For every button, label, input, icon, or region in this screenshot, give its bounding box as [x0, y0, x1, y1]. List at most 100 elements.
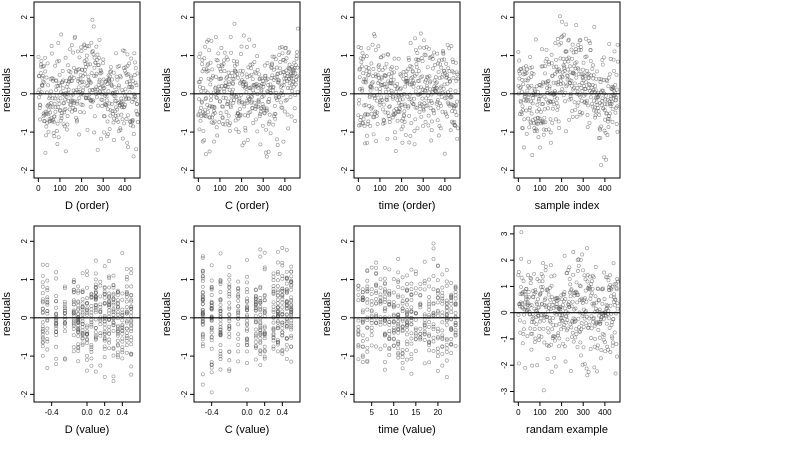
data-point	[369, 106, 374, 111]
data-point	[426, 98, 431, 103]
data-point	[423, 89, 428, 94]
data-point	[599, 348, 604, 353]
data-point	[422, 361, 427, 366]
data-point	[124, 350, 129, 355]
data-point	[40, 328, 45, 333]
data-point	[521, 327, 526, 332]
data-point	[227, 123, 232, 128]
data-point	[406, 105, 411, 110]
data-point	[69, 43, 74, 48]
data-point	[401, 69, 406, 74]
data-point	[208, 82, 213, 87]
data-point	[568, 80, 573, 85]
data-point	[390, 65, 394, 70]
data-point	[384, 61, 389, 66]
data-point	[236, 313, 241, 318]
data-point	[86, 62, 90, 67]
data-point	[253, 299, 258, 304]
data-point	[392, 112, 397, 117]
data-point	[208, 115, 213, 120]
data-point	[374, 301, 379, 306]
data-point	[71, 279, 76, 284]
data-point	[236, 304, 241, 309]
data-point	[606, 124, 611, 129]
data-point	[374, 344, 379, 349]
data-point	[449, 341, 454, 346]
data-points	[36, 17, 140, 159]
data-point	[563, 359, 568, 364]
data-point	[37, 87, 42, 92]
data-point	[115, 353, 120, 358]
data-point	[98, 310, 103, 315]
data-point	[537, 326, 542, 331]
data-point	[367, 95, 372, 100]
data-point	[129, 314, 134, 318]
data-point	[114, 74, 119, 79]
data-point	[575, 269, 580, 273]
data-point	[452, 123, 457, 127]
data-point	[80, 79, 84, 84]
data-point	[541, 81, 546, 86]
data-point	[382, 280, 387, 285]
data-point	[400, 286, 405, 291]
data-point	[521, 279, 526, 284]
data-point	[560, 318, 565, 323]
data-point	[101, 57, 106, 62]
data-point	[85, 269, 89, 274]
data-point	[36, 54, 41, 59]
data-point	[54, 333, 59, 338]
data-point	[519, 284, 523, 289]
data-point	[574, 60, 579, 65]
data-point	[559, 74, 564, 79]
data-point	[562, 32, 566, 37]
data-point	[108, 64, 113, 69]
data-point	[62, 124, 67, 129]
x-axis-label: randam example	[526, 424, 608, 436]
data-point	[400, 360, 405, 365]
data-point	[533, 288, 538, 292]
data-point	[429, 128, 434, 133]
data-point	[444, 283, 449, 288]
data-point	[594, 109, 599, 114]
data-point	[602, 108, 607, 113]
data-point	[80, 67, 85, 72]
data-point	[68, 70, 73, 75]
data-point	[365, 287, 370, 292]
data-point	[97, 79, 102, 84]
data-point	[360, 354, 365, 359]
data-point	[536, 305, 541, 310]
data-point	[565, 73, 570, 78]
data-point	[532, 271, 537, 276]
y-tick-label: -1	[340, 352, 349, 360]
data-point	[93, 325, 98, 330]
data-point	[358, 56, 363, 61]
data-point	[209, 346, 214, 351]
data-point	[362, 124, 367, 129]
data-point	[415, 126, 420, 131]
data-point	[595, 369, 599, 374]
data-point	[253, 344, 258, 349]
data-point	[280, 246, 285, 250]
data-point	[71, 333, 76, 338]
data-point	[129, 84, 134, 89]
data-point	[576, 67, 581, 72]
data-point	[37, 95, 41, 100]
data-point	[559, 40, 564, 45]
data-point	[391, 277, 396, 282]
data-point	[359, 115, 363, 119]
data-point	[382, 297, 387, 302]
data-point	[108, 113, 113, 118]
data-point	[207, 104, 212, 109]
data-point	[360, 339, 365, 343]
data-point	[132, 51, 137, 56]
data-point	[285, 79, 289, 84]
data-point	[71, 50, 76, 55]
data-point	[125, 52, 130, 57]
data-point	[43, 150, 48, 155]
data-point	[422, 331, 427, 336]
data-point	[531, 320, 536, 325]
data-point	[450, 109, 455, 114]
data-point	[455, 76, 460, 81]
data-point	[54, 313, 59, 318]
data-point	[520, 126, 525, 131]
